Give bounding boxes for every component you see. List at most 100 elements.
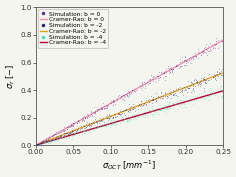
Point bbox=[93, 105, 96, 108]
Point bbox=[94, 121, 98, 123]
Point bbox=[86, 127, 90, 130]
Point bbox=[76, 119, 80, 122]
Point bbox=[127, 91, 131, 93]
Point bbox=[84, 122, 88, 125]
Point bbox=[202, 77, 205, 80]
Point bbox=[74, 131, 78, 134]
Point bbox=[126, 94, 129, 97]
Point bbox=[143, 81, 146, 84]
Point bbox=[208, 49, 212, 52]
Point bbox=[68, 132, 72, 134]
Point bbox=[169, 68, 173, 71]
Point bbox=[97, 108, 101, 111]
Point bbox=[42, 139, 46, 142]
Point bbox=[214, 72, 218, 75]
Point bbox=[95, 108, 99, 111]
Point bbox=[196, 83, 200, 86]
Point bbox=[124, 108, 128, 111]
Point bbox=[118, 109, 122, 112]
Point bbox=[146, 82, 150, 85]
Point bbox=[39, 140, 43, 143]
Point bbox=[203, 51, 207, 54]
Point bbox=[36, 143, 39, 146]
Point bbox=[148, 78, 152, 81]
Point bbox=[91, 111, 95, 114]
Point bbox=[68, 125, 72, 128]
Point bbox=[136, 116, 140, 119]
Point bbox=[126, 95, 130, 98]
Point bbox=[107, 116, 110, 119]
Point bbox=[60, 135, 64, 138]
Point bbox=[211, 76, 215, 78]
Point bbox=[199, 82, 203, 84]
Point bbox=[163, 75, 166, 78]
Point bbox=[93, 125, 97, 128]
Point bbox=[51, 139, 55, 142]
Point bbox=[164, 101, 168, 103]
Point bbox=[118, 122, 122, 125]
Point bbox=[95, 110, 99, 113]
Point bbox=[163, 114, 167, 117]
Point bbox=[61, 129, 65, 132]
Point bbox=[46, 138, 50, 141]
Point bbox=[165, 95, 169, 97]
Point bbox=[52, 138, 56, 141]
Point bbox=[111, 103, 115, 106]
Point bbox=[52, 137, 56, 140]
Point bbox=[185, 90, 189, 93]
Point bbox=[157, 113, 160, 115]
Point bbox=[174, 94, 178, 97]
Point bbox=[132, 118, 136, 121]
Point bbox=[78, 128, 82, 131]
Point bbox=[112, 99, 115, 102]
Point bbox=[195, 80, 199, 83]
Point bbox=[207, 50, 211, 53]
Point bbox=[153, 110, 157, 113]
Point bbox=[42, 142, 45, 145]
Point bbox=[100, 122, 104, 125]
Point bbox=[113, 116, 117, 119]
Point bbox=[35, 143, 39, 146]
Point bbox=[99, 125, 102, 127]
Point bbox=[110, 115, 113, 118]
Point bbox=[140, 81, 144, 84]
Point bbox=[81, 129, 85, 132]
Point bbox=[111, 98, 115, 101]
Point bbox=[176, 87, 180, 90]
Point bbox=[140, 105, 144, 108]
Point bbox=[133, 88, 137, 90]
Point bbox=[167, 67, 171, 70]
Point bbox=[195, 98, 199, 100]
Point bbox=[113, 100, 116, 103]
Point bbox=[43, 140, 47, 142]
Point bbox=[156, 75, 160, 78]
Point bbox=[82, 132, 85, 135]
Point bbox=[44, 138, 47, 141]
Point bbox=[198, 83, 202, 86]
Point bbox=[100, 107, 104, 109]
Point bbox=[206, 50, 210, 53]
Point bbox=[204, 78, 207, 81]
Point bbox=[181, 88, 184, 91]
Point bbox=[87, 121, 91, 124]
Point bbox=[52, 132, 56, 135]
Point bbox=[44, 141, 48, 143]
Point bbox=[165, 96, 169, 99]
Point bbox=[107, 118, 111, 120]
Point bbox=[60, 136, 64, 139]
Point bbox=[92, 121, 95, 124]
Point bbox=[185, 85, 189, 88]
Point bbox=[150, 113, 154, 115]
Point bbox=[175, 101, 178, 104]
Point bbox=[84, 125, 88, 128]
Point bbox=[123, 109, 126, 112]
Point bbox=[182, 59, 186, 62]
Point bbox=[183, 58, 187, 61]
Point bbox=[64, 131, 68, 134]
Point bbox=[203, 46, 207, 49]
Point bbox=[62, 129, 66, 132]
Point bbox=[157, 71, 161, 73]
Point bbox=[213, 76, 217, 79]
Point bbox=[106, 104, 110, 106]
Point bbox=[140, 88, 144, 91]
